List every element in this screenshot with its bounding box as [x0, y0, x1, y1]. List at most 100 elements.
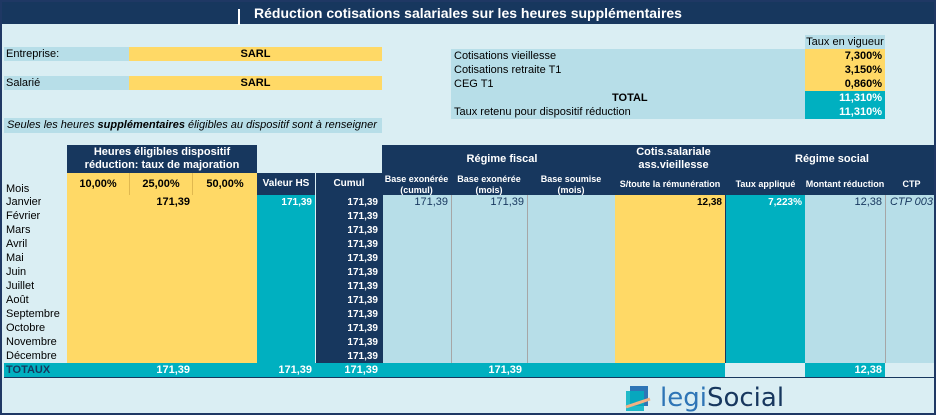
cumul-column — [316, 195, 382, 363]
taux-applique-column — [725, 195, 805, 363]
totals-bottom-border — [4, 377, 934, 378]
month-label: Juillet — [6, 280, 35, 292]
jan-taux: 7,223% — [768, 197, 802, 208]
separator — [725, 145, 726, 378]
cotis-header: Cotis.salariale ass.vieillesse — [622, 145, 725, 173]
totals-montant: 12,38 — [854, 364, 882, 376]
cumul-cell: 171,39 — [347, 211, 378, 222]
rate-value-retraite[interactable]: 3,150% — [805, 63, 885, 77]
majoration-10: 10,00% — [67, 173, 130, 195]
totals-valeur-hs: 171,39 — [278, 364, 312, 376]
totals-heures: 171,39 — [156, 364, 190, 376]
base-exo-cumul-line2: (cumul) — [400, 185, 433, 195]
total-value: 11,310% — [805, 91, 885, 105]
totals-fiscal: 171,39 — [488, 364, 522, 376]
month-label: Octobre — [6, 322, 46, 334]
rate-value-ceg[interactable]: 0,860% — [805, 77, 885, 91]
company-input[interactable]: SARL — [129, 47, 382, 61]
jan-montant: 12,38 — [854, 196, 882, 208]
fiscal-bases-column — [382, 195, 615, 363]
base-exo-cumul-line1: Base exonérée — [384, 174, 449, 184]
separator — [527, 195, 528, 363]
totals-label: TOTAUX — [6, 364, 51, 376]
rate-value-vieillesse[interactable]: 7,300% — [805, 49, 885, 63]
logo-part2: Social — [706, 383, 785, 413]
month-label: Décembre — [6, 350, 57, 362]
base-exo-mois-line2: (mois) — [475, 185, 503, 195]
cumul-cell: 171,39 — [347, 267, 378, 278]
separator — [451, 195, 452, 363]
note-prefix: Seules les heures — [7, 119, 95, 131]
cumul-cell: 171,39 — [347, 323, 378, 334]
month-label: Novembre — [6, 336, 57, 348]
month-label: Septembre — [6, 308, 60, 320]
valeur-hs-header: Valeur HS — [257, 173, 315, 195]
jan-ctp: CTP 003 — [889, 196, 933, 208]
separator — [382, 145, 383, 378]
regime-social-header: Régime social — [725, 145, 934, 173]
jan-base-exo-cumul: 171,39 — [414, 196, 448, 208]
regime-fiscal-header: Régime fiscal — [382, 145, 725, 173]
month-label: Mars — [6, 224, 31, 236]
base-soumise-line1: Base soumise — [540, 174, 602, 184]
totals-gap — [725, 363, 805, 377]
rate-label-ceg: CEG T1 — [454, 78, 494, 90]
separator — [885, 195, 886, 363]
cotis-header-line2: ass.vieillesse — [638, 159, 709, 171]
employee-label: Salarié — [6, 77, 41, 89]
cumul-cell: 171,39 — [347, 197, 378, 208]
ctp-header: CTP — [885, 173, 934, 195]
cumul-cell: 171,39 — [347, 295, 378, 306]
total-row-bg — [451, 91, 805, 105]
heures-header-line2: réduction: taux de majoration — [84, 159, 240, 171]
heures-header: Heures éligibles dispositif réduction: t… — [67, 145, 257, 173]
cumul-cell: 171,39 — [347, 225, 378, 236]
text-cursor — [238, 9, 240, 25]
retained-row-bg — [451, 105, 805, 119]
base-soumise-line2: (mois) — [557, 185, 585, 195]
totals-gap — [885, 363, 934, 377]
retained-label: Taux retenu pour dispositif réduction — [454, 106, 631, 118]
cumul-cell: 171,39 — [347, 239, 378, 250]
jan-valeur-hs: 171,39 — [281, 197, 312, 208]
jan-heures-25[interactable]: 171,39 — [156, 196, 190, 208]
base-exo-mois-line1: Base exonérée — [457, 174, 521, 184]
rates-header: Taux en vigueur — [805, 35, 885, 49]
cumul-header: Cumul — [316, 173, 382, 195]
month-label: Juin — [6, 266, 27, 278]
instruction-note: Seules les heures supplémentaires éligib… — [4, 118, 382, 133]
note-suffix: éligibles au dispositif sont à renseigne… — [188, 119, 377, 131]
cumul-cell: 171,39 — [347, 337, 378, 348]
month-label: Janvier — [6, 196, 42, 208]
base-exo-cumul-header: Base exonérée (cumul) — [382, 173, 451, 195]
base-soumise-header: Base soumise (mois) — [527, 173, 615, 195]
montant-reduction-column — [805, 195, 885, 363]
jan-cotis: 12,38 — [696, 197, 722, 208]
totals-cumul: 171,39 — [344, 364, 378, 376]
ctp-column — [885, 195, 934, 363]
logo-part1: legi — [660, 383, 707, 413]
totals-row — [4, 363, 934, 377]
rate-label-retraite: Cotisations retraite T1 — [454, 64, 562, 76]
legisocial-logo: legiSocial — [660, 383, 784, 413]
montant-reduction-header: Montant réduction — [805, 173, 885, 195]
rate-label-vieillesse: Cotisations vieillesse — [454, 50, 557, 62]
cumul-cell: 171,39 — [347, 309, 378, 320]
total-label: TOTAL — [612, 92, 648, 104]
legisocial-logo-icon — [624, 383, 654, 413]
company-label: Entreprise: — [6, 48, 60, 60]
employee-input[interactable]: SARL — [129, 76, 382, 90]
heures-input-area[interactable] — [67, 195, 257, 363]
cotis-header-line1: Cotis.salariale — [636, 146, 711, 158]
page-title: Réduction cotisations salariales sur les… — [2, 2, 934, 24]
cotis-sub-header: S/toute la rémunération — [615, 173, 725, 195]
heures-header-line1: Heures éligibles dispositif — [93, 146, 231, 158]
cumul-cell: 171,39 — [347, 351, 378, 362]
month-label: Février — [6, 210, 41, 222]
month-label: Avril — [6, 238, 28, 250]
valeur-hs-column — [257, 195, 315, 363]
majoration-25: 25,00% — [130, 173, 193, 195]
majoration-50: 50,00% — [193, 173, 257, 195]
cumul-cell: 171,39 — [347, 253, 378, 264]
